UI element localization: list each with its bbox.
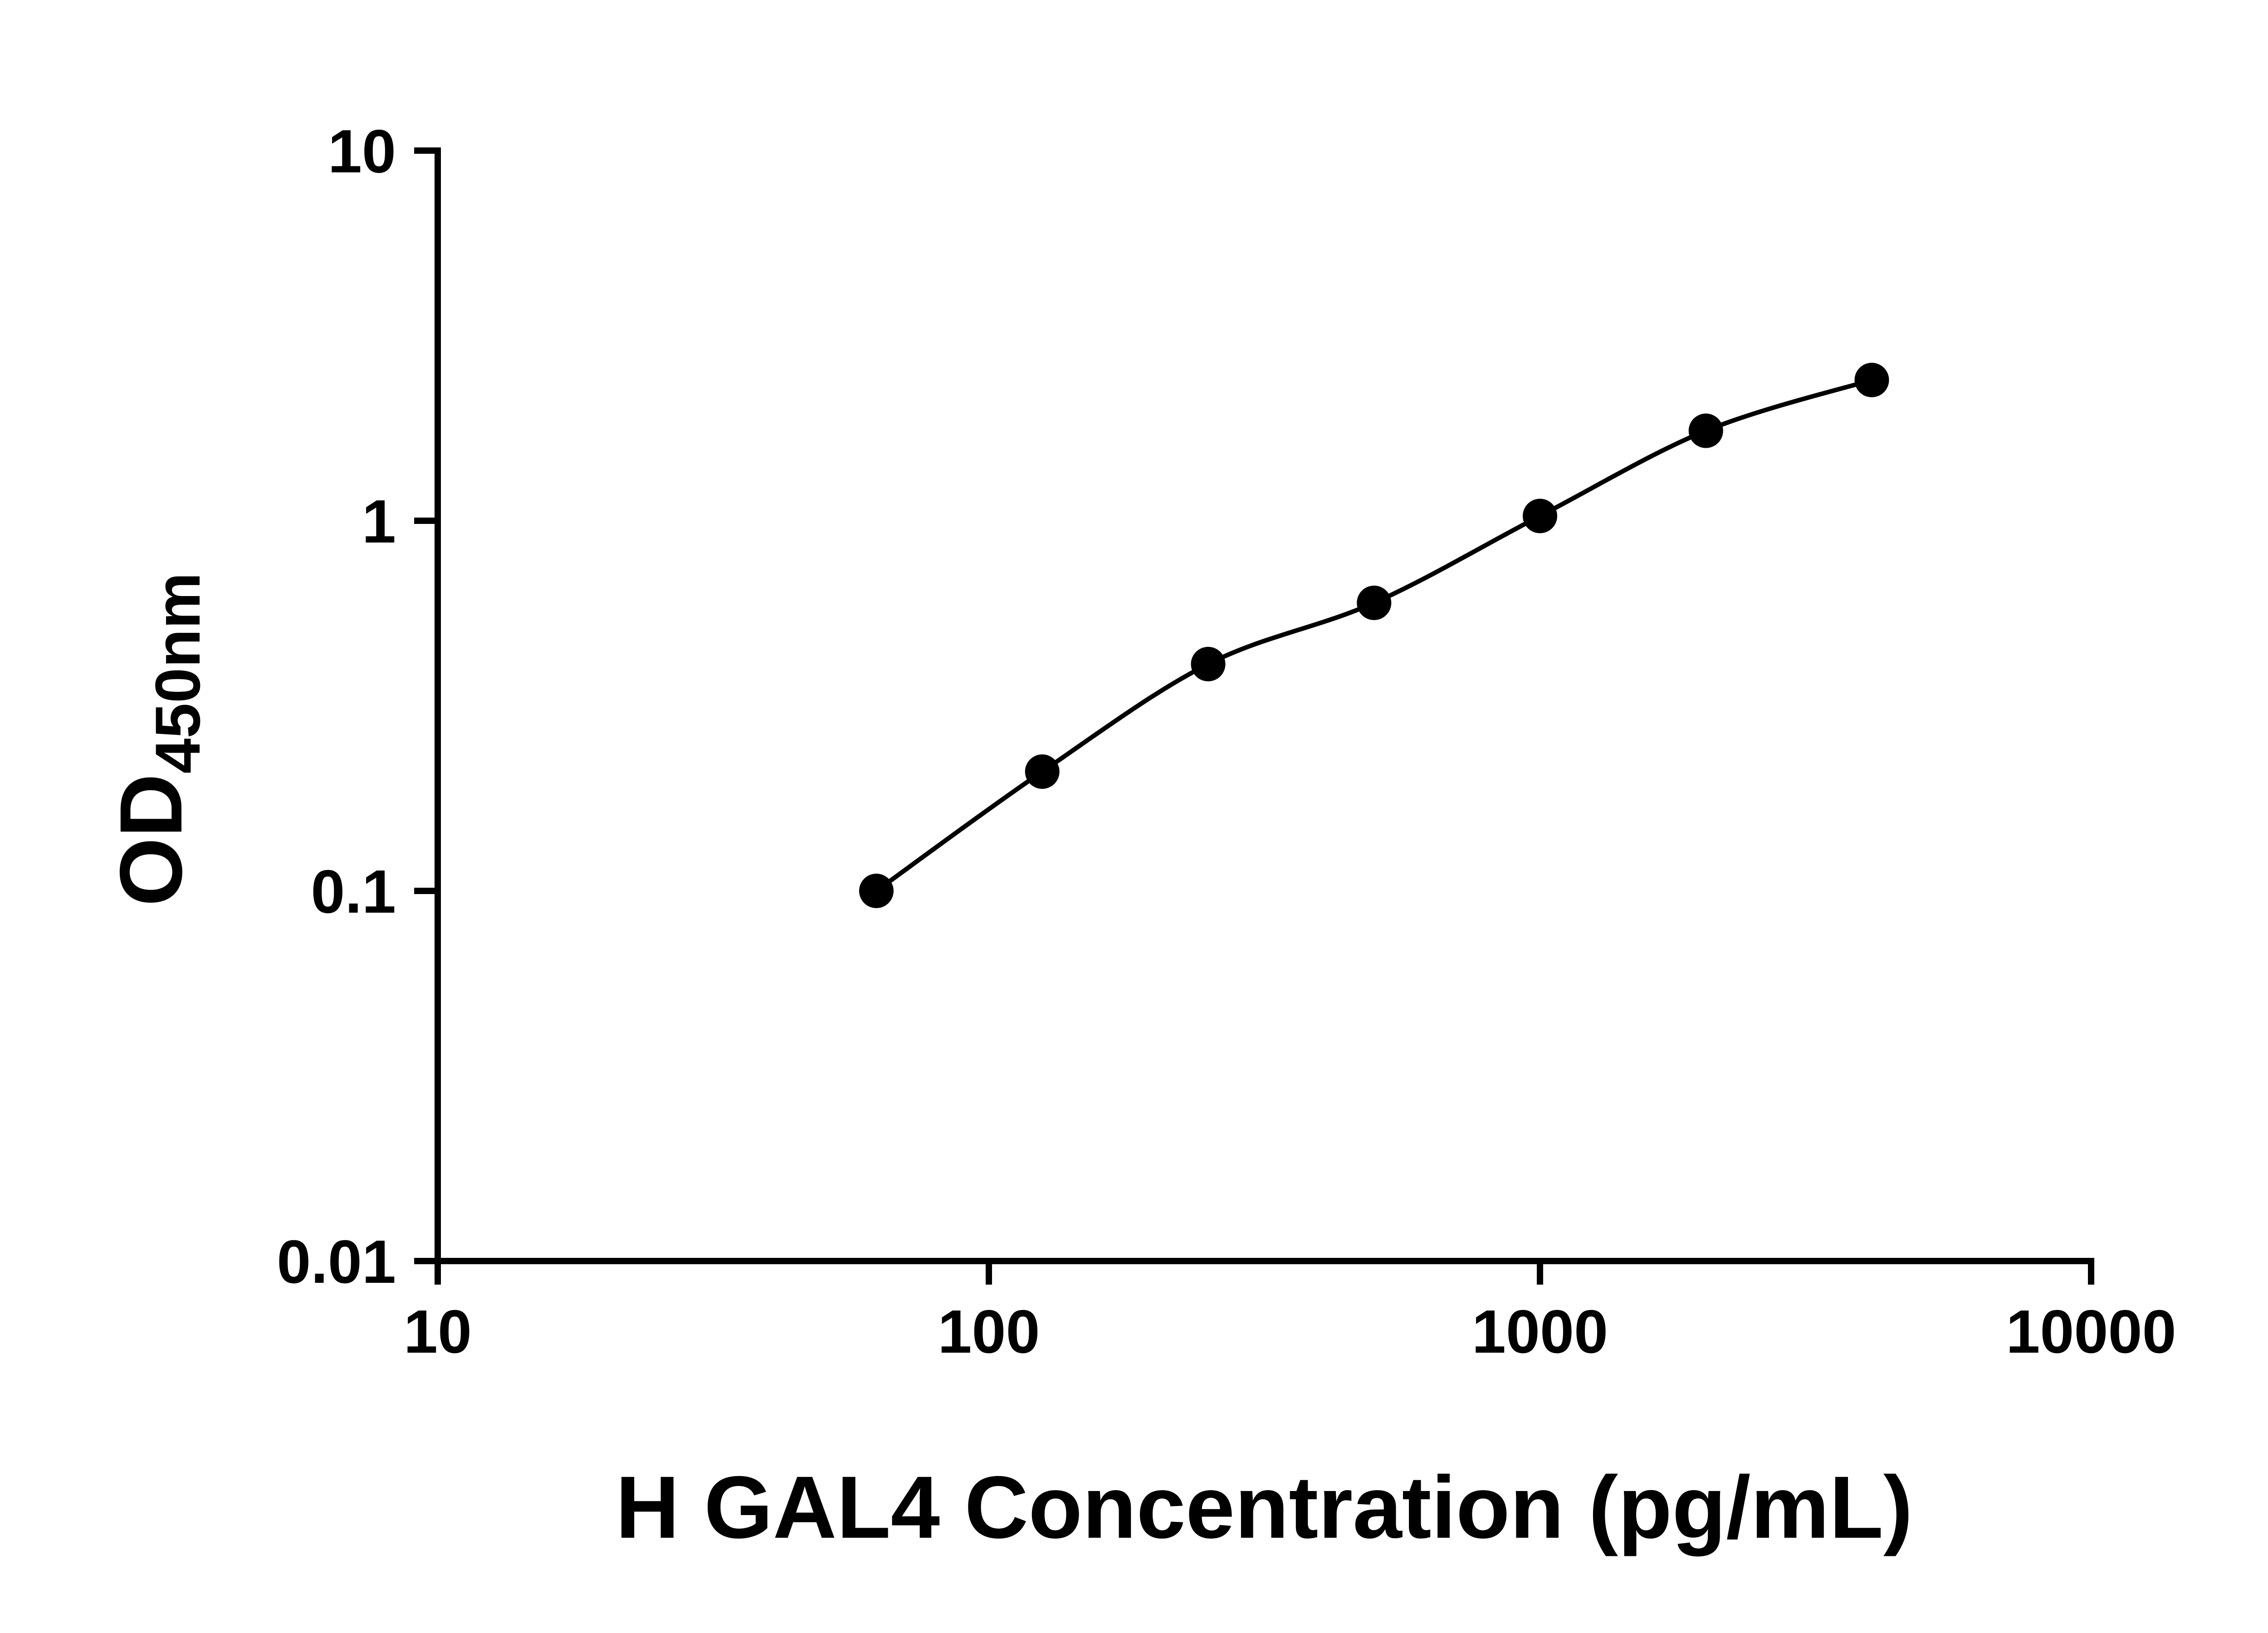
data-point [1688,413,1723,448]
data-point [1025,754,1060,789]
x-axis-title: H GAL4 Concentration (pg/mL) [616,1458,1913,1557]
x-tick-label: 10000 [2006,1297,2176,1366]
x-tick-label: 10 [404,1297,472,1366]
data-point [1191,646,1226,681]
y-tick-label: 0.1 [311,857,396,926]
y-tick-label: 1 [362,487,396,556]
y-tick-label: 10 [328,117,396,186]
axes [435,147,2094,1264]
data-series [859,362,1889,908]
y-axis-title: OD450nm [102,572,213,906]
data-point [1523,499,1557,533]
y-tick-label: 0.01 [277,1227,396,1296]
x-tick-label: 100 [938,1297,1040,1366]
data-point [1854,362,1889,397]
x-tick-label: 1000 [1472,1297,1608,1366]
axis-tick-labels: 0.01 0.1 1 10 10 100 1000 10000 [277,117,2176,1366]
y-axis-title-main: OD [102,774,200,907]
y-axis-title-subscript: 450nm [142,572,213,774]
axis-spine [435,147,2094,1264]
data-point [859,874,894,908]
data-point [1357,586,1392,621]
axis-ticks [414,147,2094,1285]
fit-curve [875,377,1872,893]
